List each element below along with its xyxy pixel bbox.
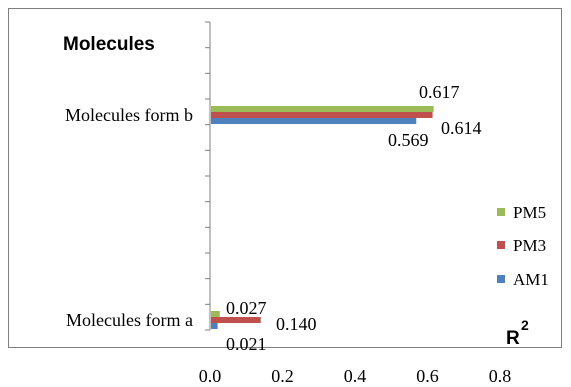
legend-swatch-pm5 [497,208,505,216]
x-tick-label: 0.0 [199,366,222,386]
label-layer: Molecules form b Molecules form a 0.617 0.0… [65,82,481,354]
bar-am1 [211,323,218,329]
legend-label: AM1 [513,270,549,289]
bar-pm3 [211,317,261,323]
legend-swatch-am1 [497,275,505,283]
x-tick-label: 0.8 [489,366,512,386]
axis-layer: 0.0 0.2 0.4 0.6 0.8 [199,21,512,386]
x-tick-label: 0.2 [271,366,294,386]
x-tick-label: 0.4 [344,366,367,386]
x-axis-title-superscript: 2 [521,317,529,333]
x-axis-title: R [506,328,520,349]
legend-swatch-pm3 [497,241,505,249]
x-tick-label: 0.6 [416,366,439,386]
data-label: 0.021 [226,334,267,354]
data-label: 0.569 [388,130,429,150]
legend: PM5 PM3 AM1 [497,203,549,289]
legend-label: PM5 [513,203,546,222]
data-label: 0.614 [441,118,482,138]
bar-am1 [211,118,417,124]
bar-pm3 [211,112,433,118]
chart-border [8,8,562,348]
data-label: 0.027 [226,298,267,318]
data-label: 0.140 [276,314,317,334]
bar-layer [211,106,434,329]
bar-pm5 [211,311,220,317]
bar-pm5 [211,106,434,112]
category-label: Molecules form a [66,310,193,330]
category-label: Molecules form b [65,105,193,125]
legend-label: PM3 [513,236,546,255]
data-label: 0.617 [419,82,460,102]
chart-title: Molecules [63,34,155,55]
